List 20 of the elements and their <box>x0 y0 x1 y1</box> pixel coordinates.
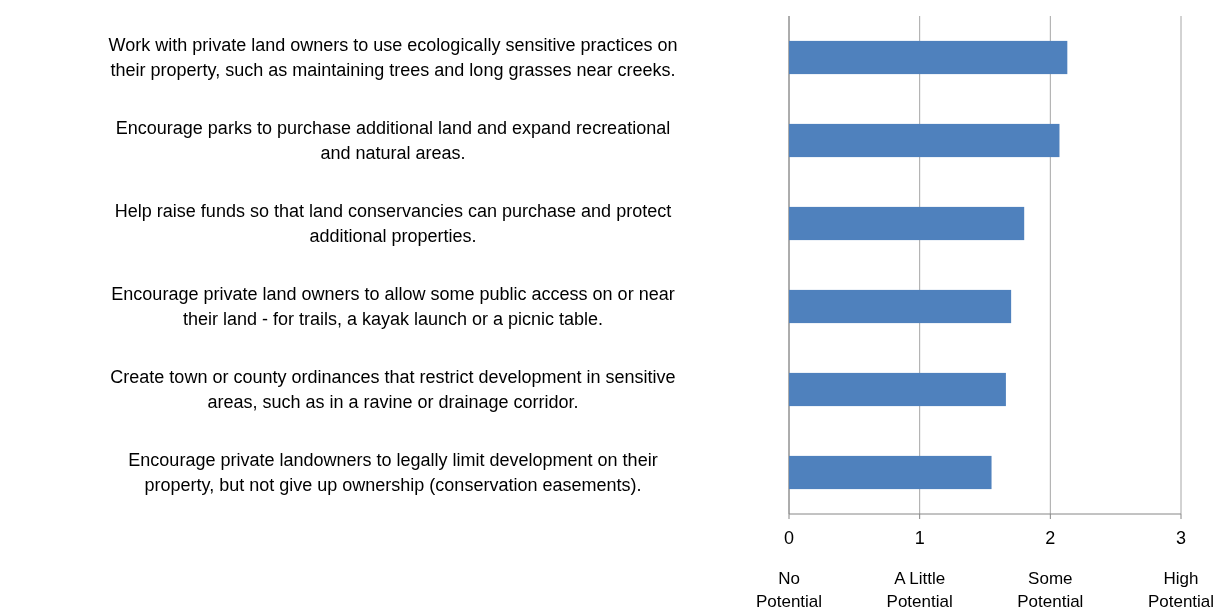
x-tick-label: 2 <box>1045 528 1056 548</box>
y-tick-label: Encourage parks to purchase additional land and expand recreational and natural areas. <box>115 118 671 163</box>
x-tick-label: 0 <box>783 528 795 548</box>
y-tick-label: Encourage private land owners to allow some public access on or near their land - for trails, a kayak launch or a picnic table. <box>111 284 675 329</box>
bar <box>789 206 1025 241</box>
x-tick-label: 1 <box>914 528 925 548</box>
y-tick-label: Help raise funds so that land conservancies can purchase and protect additional properties. <box>114 201 672 246</box>
y-tick-label: Work with private land owners to use ecologically sensitive practices on their property, such as maintaining trees and long grasses near creeks. <box>108 35 678 80</box>
bar <box>789 123 1060 158</box>
text: A Little Potential <box>886 569 953 610</box>
y-tick-label: Create town or county ordinances that restrict development in sensitive areas, such as in a ravine or drainage corridor. <box>110 367 676 412</box>
text: No Potential <box>755 569 823 610</box>
bar <box>789 289 1012 324</box>
bar <box>789 455 992 490</box>
bar <box>789 372 1006 407</box>
y-tick-label: Encourage private landowners to legally limit development on their property, but not give up ownership (conservation easements). <box>128 450 658 495</box>
text: High Potential <box>1147 569 1215 610</box>
bar <box>789 40 1068 75</box>
x-tick-label: 3 <box>1175 528 1187 548</box>
text: Some Potential <box>1017 569 1084 610</box>
